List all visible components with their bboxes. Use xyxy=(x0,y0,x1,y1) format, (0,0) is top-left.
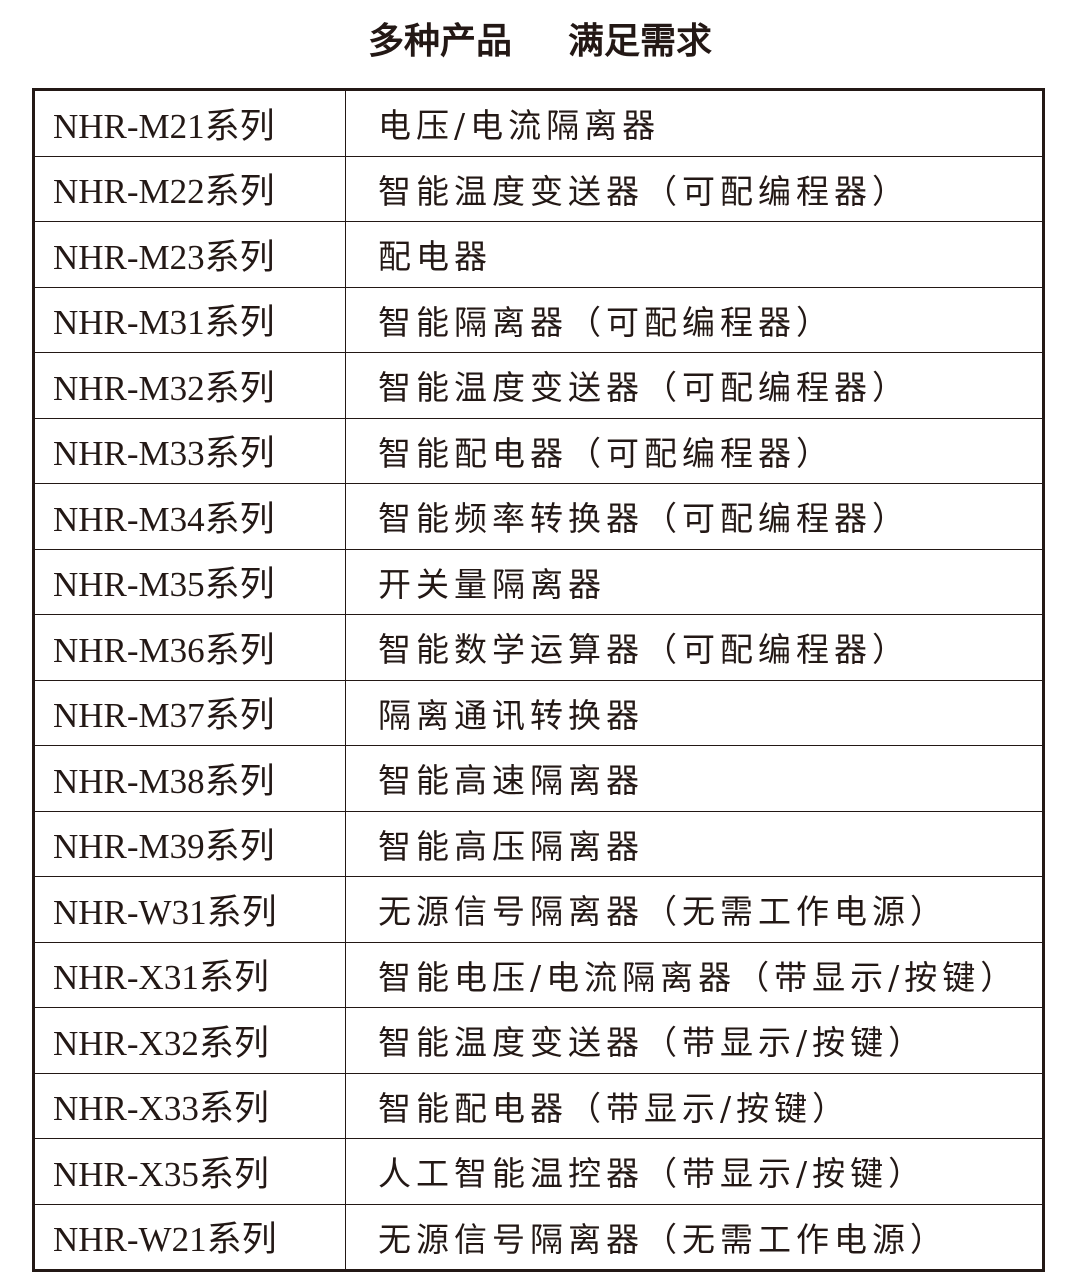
model-cell: NHR-M31系列 xyxy=(33,286,346,353)
model-cell: NHR-X33系列 xyxy=(33,1072,346,1139)
table-row: NHR-M31系列 智能隔离器（可配编程器） xyxy=(33,286,1044,353)
table-row: NHR-M38系列 智能高速隔离器 xyxy=(33,745,1044,812)
table-row: NHR-X33系列 智能配电器（带显示/按键） xyxy=(33,1072,1044,1139)
table-row: NHR-W31系列 无源信号隔离器（无需工作电源） xyxy=(33,876,1044,943)
title-left: 多种产品 xyxy=(367,21,512,62)
model-cell: NHR-M32系列 xyxy=(33,352,346,419)
model-cell: NHR-W31系列 xyxy=(33,876,346,943)
table-row: NHR-M36系列 智能数学运算器（可配编程器） xyxy=(33,614,1044,681)
description-cell: 无源信号隔离器（无需工作电源） xyxy=(345,1203,1044,1271)
table-row: NHR-X35系列 人工智能温控器（带显示/按键） xyxy=(33,1138,1044,1205)
model-cell: NHR-M38系列 xyxy=(33,745,346,812)
description-cell: 隔离通讯转换器 xyxy=(345,679,1044,746)
title-right: 满足需求 xyxy=(568,21,713,62)
table-row: NHR-M32系列 智能温度变送器（可配编程器） xyxy=(33,352,1044,419)
description-cell: 开关量隔离器 xyxy=(345,548,1044,615)
model-cell: NHR-M36系列 xyxy=(33,614,346,681)
model-cell: NHR-M22系列 xyxy=(33,155,346,222)
model-cell: NHR-M34系列 xyxy=(33,483,346,550)
description-cell: 智能频率转换器（可配编程器） xyxy=(345,483,1044,550)
description-cell: 智能温度变送器（带显示/按键） xyxy=(345,1007,1044,1074)
description-cell: 智能电压/电流隔离器（带显示/按键） xyxy=(345,941,1044,1008)
model-cell: NHR-X32系列 xyxy=(33,1007,346,1074)
model-cell: NHR-M35系列 xyxy=(33,548,346,615)
table-row: NHR-M35系列 开关量隔离器 xyxy=(33,548,1044,615)
description-cell: 智能数学运算器（可配编程器） xyxy=(345,614,1044,681)
table-row: NHR-X31系列 智能电压/电流隔离器（带显示/按键） xyxy=(33,941,1044,1008)
description-cell: 电压/电流隔离器 xyxy=(345,89,1044,157)
page-title: 多种产品 满足需求 xyxy=(0,18,1080,66)
product-table: NHR-M21系列 电压/电流隔离器 NHR-M22系列 智能温度变送器（可配编程器）… xyxy=(32,88,1045,1272)
model-cell: NHR-X31系列 xyxy=(33,941,346,1008)
model-cell: NHR-M21系列 xyxy=(33,89,346,157)
description-cell: 智能配电器（可配编程器） xyxy=(345,417,1044,484)
description-cell: 智能高压隔离器 xyxy=(345,810,1044,877)
table-row: NHR-M39系列 智能高压隔离器 xyxy=(33,810,1044,877)
table-row: NHR-M37系列 隔离通讯转换器 xyxy=(33,679,1044,746)
description-cell: 智能温度变送器（可配编程器） xyxy=(345,352,1044,419)
table-row: NHR-M23系列 配电器 xyxy=(33,221,1044,288)
table-row: NHR-X32系列 智能温度变送器（带显示/按键） xyxy=(33,1007,1044,1074)
description-cell: 智能配电器（带显示/按键） xyxy=(345,1072,1044,1139)
description-cell: 人工智能温控器（带显示/按键） xyxy=(345,1138,1044,1205)
description-cell: 智能隔离器（可配编程器） xyxy=(345,286,1044,353)
model-cell: NHR-M39系列 xyxy=(33,810,346,877)
model-cell: NHR-M33系列 xyxy=(33,417,346,484)
table-row: NHR-M34系列 智能频率转换器（可配编程器） xyxy=(33,483,1044,550)
description-cell: 无源信号隔离器（无需工作电源） xyxy=(345,876,1044,943)
table-row: NHR-M33系列 智能配电器（可配编程器） xyxy=(33,417,1044,484)
model-cell: NHR-X35系列 xyxy=(33,1138,346,1205)
model-cell: NHR-M23系列 xyxy=(33,221,346,288)
model-cell: NHR-M37系列 xyxy=(33,679,346,746)
model-cell: NHR-W21系列 xyxy=(33,1203,346,1271)
table-row: NHR-M22系列 智能温度变送器（可配编程器） xyxy=(33,155,1044,222)
description-cell: 智能温度变送器（可配编程器） xyxy=(345,155,1044,222)
description-cell: 智能高速隔离器 xyxy=(345,745,1044,812)
table-row: NHR-W21系列 无源信号隔离器（无需工作电源） xyxy=(33,1203,1044,1271)
table-row: NHR-M21系列 电压/电流隔离器 xyxy=(33,89,1044,157)
description-cell: 配电器 xyxy=(345,221,1044,288)
